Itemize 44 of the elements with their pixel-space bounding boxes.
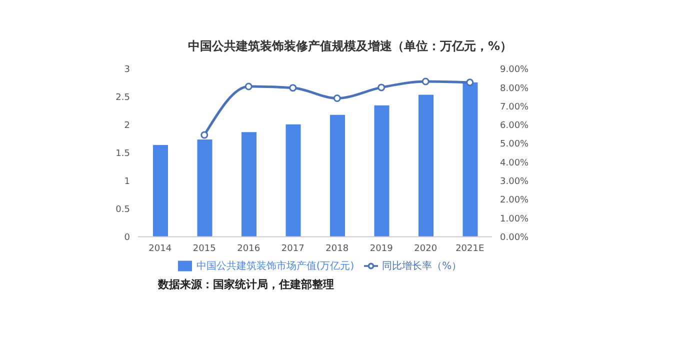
bar — [153, 145, 168, 237]
y2-tick-label: 4.00% — [500, 158, 530, 168]
y2-tick-label: 8.00% — [500, 84, 530, 94]
y2-tick-label: 2.00% — [500, 196, 530, 206]
y2-tick-label: 9.00% — [500, 65, 530, 76]
x-tick-label: 2021E — [456, 244, 484, 254]
y2-tick-label: 6.00% — [500, 121, 530, 132]
x-tick-label: 2014 — [148, 244, 172, 254]
y-tick-label: 2 — [124, 121, 130, 132]
x-tick-label: 2018 — [326, 244, 349, 254]
bar — [242, 132, 256, 237]
y2-tick-label: 5.00% — [500, 140, 530, 150]
bar — [462, 82, 478, 237]
bar — [286, 124, 301, 237]
y-tick-label: 0 — [124, 232, 130, 243]
y-tick-label: 2.5 — [116, 93, 130, 104]
point — [422, 78, 430, 86]
bar — [374, 105, 390, 237]
x-tick-label: 2015 — [192, 244, 216, 254]
y-tick-label: 0.5 — [116, 204, 130, 215]
bar — [197, 139, 212, 237]
x-tick-label: 2016 — [237, 244, 260, 254]
x-tick-label: 2019 — [370, 244, 394, 254]
y2-tick-label: 0.00% — [500, 232, 530, 243]
y2-tick-label: 3.00% — [500, 177, 530, 188]
point — [244, 82, 252, 90]
legend-label: 中国公共建筑装饰市场产值(万亿元) — [196, 260, 354, 272]
point — [289, 84, 297, 92]
source-note: 数据来源：国家统计局，住建部整理 — [158, 277, 335, 292]
bar — [330, 114, 345, 237]
point — [333, 94, 341, 102]
x-tick-label: 2017 — [281, 244, 304, 254]
y-tick-label: 1.5 — [116, 149, 130, 160]
y2-tick-label: 7.00% — [500, 102, 530, 112]
y2-tick-label: 1.00% — [500, 214, 530, 224]
y-tick-label: 1 — [124, 177, 130, 188]
point — [466, 78, 474, 86]
chart-title: 中国公共建筑装饰装修产值规模及增速（单位：万亿元，%） — [186, 38, 514, 55]
bar — [418, 94, 434, 237]
x-tick-label: 2020 — [414, 244, 438, 254]
point — [378, 84, 386, 92]
y-tick-label: 3 — [124, 65, 130, 76]
point — [200, 131, 208, 139]
legend-label: 同比增长率（%） — [382, 260, 462, 272]
